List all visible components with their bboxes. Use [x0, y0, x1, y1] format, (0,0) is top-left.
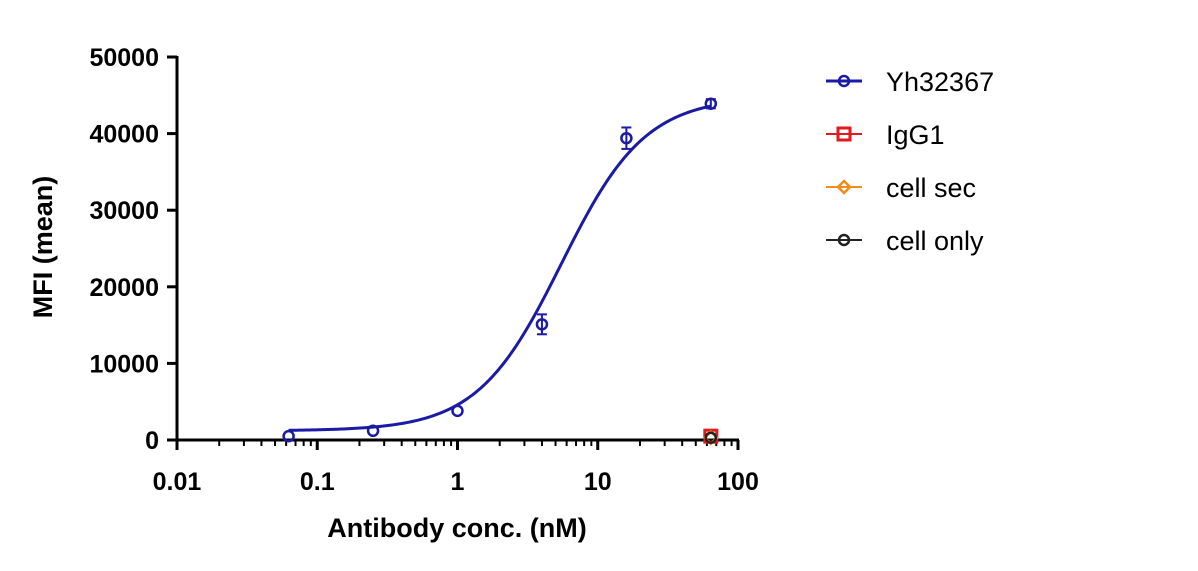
data-points	[282, 97, 719, 446]
axes	[175, 56, 739, 442]
legend-label: cell sec	[886, 173, 976, 203]
y-tick-label: 30000	[89, 197, 159, 225]
x-tick-label: 1	[451, 468, 465, 496]
y-tick-label: 10000	[89, 350, 159, 378]
legend-label: cell only	[886, 226, 984, 256]
legend-label: IgG1	[886, 120, 945, 150]
legend-marker	[837, 233, 851, 247]
x-tick-label: 0.1	[300, 468, 335, 496]
x-tick-label: 100	[717, 468, 759, 496]
y-axis-title: MFI (mean)	[28, 176, 58, 319]
fit-curves	[288, 104, 712, 432]
legend-label: Yh32367	[886, 67, 994, 97]
legend-marker	[836, 179, 852, 195]
x-tick-label: 0.01	[153, 468, 202, 496]
fit-curve-0	[288, 104, 712, 432]
legend-marker	[837, 74, 851, 88]
ticks: 0 10000 20000 30000 40000 50000 0.01 0.1 1 10 100	[89, 44, 758, 496]
data-point-0	[282, 429, 295, 443]
data-point-0	[535, 318, 549, 331]
y-tick-label: 0	[145, 427, 159, 455]
y-tick-label: 50000	[89, 44, 159, 72]
legend-marker	[836, 126, 852, 142]
x-axis-title: Antibody conc. (nM)	[327, 513, 586, 543]
data-point-3	[704, 431, 718, 444]
legend: Yh32367 IgG1 cell sec cell only	[826, 67, 994, 256]
x-tick-label: 10	[584, 468, 612, 496]
y-tick-label: 20000	[89, 274, 159, 302]
data-point-0	[366, 424, 380, 438]
y-tick-label: 40000	[89, 121, 159, 149]
data-point-0	[704, 97, 718, 110]
data-point-0	[620, 131, 633, 145]
data-point-0	[451, 404, 464, 418]
